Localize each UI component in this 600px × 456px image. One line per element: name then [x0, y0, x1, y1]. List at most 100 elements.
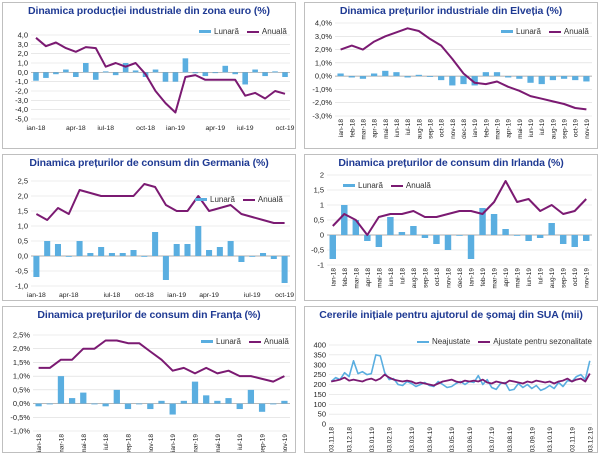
bar-monthly: [54, 244, 62, 256]
bar-monthly: [493, 72, 501, 77]
x-tick-label: aug-18: [411, 268, 418, 289]
bar-monthly: [467, 235, 475, 259]
x-tick-label: iul-18: [103, 434, 110, 450]
x-tick-label: apr-18: [66, 125, 86, 132]
bar-monthly: [130, 250, 137, 256]
bar-monthly: [525, 235, 532, 241]
y-tick-label: 1,5: [18, 207, 28, 216]
bar-monthly: [53, 72, 59, 75]
x-tick-label: mai-19: [517, 119, 524, 139]
bar-monthly: [505, 76, 512, 78]
bar-monthly: [222, 65, 229, 73]
line-annual: [35, 37, 286, 114]
bar-monthly: [364, 235, 371, 241]
bar-monthly: [147, 403, 154, 410]
legend-label-annual: Anuală: [263, 337, 289, 346]
bar-monthly: [108, 253, 115, 256]
x-tick-label: 03.03.19: [409, 427, 416, 452]
bar-monthly: [236, 403, 243, 410]
legend-label-monthly: Lunară: [516, 27, 541, 36]
line-unadjusted: [330, 354, 591, 392]
x-tick-label: iun-19: [528, 119, 535, 137]
bar-monthly: [124, 403, 132, 410]
x-tick-label: ian-19: [170, 434, 177, 452]
x-tick-label: oct-19: [573, 119, 580, 137]
x-tick-label: 03.05.19: [449, 427, 456, 452]
bar-monthly: [247, 389, 255, 404]
x-tick-label: nov-18: [445, 268, 452, 288]
x-tick-label: feb-18: [349, 119, 356, 138]
bar-monthly: [102, 71, 109, 73]
bar-monthly: [80, 392, 87, 404]
bar-monthly: [152, 232, 159, 256]
bar-monthly: [212, 72, 219, 74]
y-tick-label: -5,0: [15, 115, 28, 124]
x-tick-label: feb-19: [483, 119, 490, 138]
chart-legend: Lunară Anuală: [501, 27, 589, 36]
bar-monthly: [232, 72, 239, 75]
x-tick-label: apr-18: [59, 292, 79, 299]
y-tick-label: 1,5: [314, 186, 324, 195]
x-tick-label: sep-18: [422, 268, 429, 288]
bar-monthly: [421, 235, 429, 238]
legend-line-swatch: [478, 340, 491, 343]
x-tick-label: apr-18: [372, 119, 379, 138]
legend-item-adjusted: Ajustate pentru sezonalitate: [478, 337, 592, 346]
x-tick-label: mai-18: [383, 119, 390, 139]
bar-monthly: [258, 403, 266, 412]
x-tick-label: iul-19: [244, 292, 261, 299]
bar-monthly: [281, 256, 288, 283]
x-tick-label: apr-19: [205, 125, 225, 132]
chart-title: Dinamica prețurilor de consum din German…: [29, 157, 269, 169]
y-tick-label: 3,0%: [315, 32, 332, 41]
y-tick-label: 3,0: [18, 40, 28, 49]
legend-item-unadjusted: Neajustate: [417, 337, 470, 346]
x-tick-label: 03.04.19: [427, 427, 434, 452]
bar-monthly: [549, 76, 557, 81]
bar-monthly: [214, 400, 221, 404]
x-tick-label: 03.11.19: [569, 427, 576, 452]
x-tick-label: sep-18: [125, 434, 132, 452]
bar-monthly: [449, 76, 456, 86]
y-tick-label: 1,0: [18, 222, 28, 231]
y-tick-label: -1,0: [15, 282, 28, 291]
x-tick-label: oct-18: [136, 125, 155, 132]
bar-monthly: [516, 76, 523, 79]
y-tick-label: 0,0: [18, 68, 28, 77]
x-tick-label: mar-19: [492, 268, 499, 289]
bar-monthly: [490, 214, 498, 235]
bar-monthly: [352, 220, 360, 235]
bar-monthly: [272, 71, 278, 73]
y-tick-label: 4,0%: [315, 19, 332, 28]
bar-monthly: [270, 403, 277, 405]
bar-monthly: [91, 403, 98, 405]
bar-monthly: [410, 226, 417, 235]
x-tick-label: ian-19: [166, 125, 185, 132]
bar-monthly: [252, 69, 258, 73]
legend-bar-swatch: [195, 198, 207, 201]
y-tick-label: 4,0: [18, 31, 28, 40]
bar-monthly: [113, 389, 120, 404]
legend-label-monthly: Lunară: [210, 195, 235, 204]
bar-monthly: [559, 235, 567, 244]
bar-monthly: [281, 400, 288, 404]
bar-monthly: [282, 72, 288, 77]
chart-ireland-cpi: 2 1,5 1 0,5 0 -0,5 -1 ian-18 feb-18 mar-18 apr-18 m…: [311, 171, 592, 289]
x-tick-label: mar-18: [360, 119, 367, 140]
chart-title: Dinamica producției industriale din zona…: [28, 5, 270, 17]
chart-panel-swiss-industrial-prices: Dinamica prețurilor industriale din Elve…: [304, 2, 598, 149]
bar-monthly: [82, 63, 89, 73]
x-tick-label: oct-19: [275, 292, 294, 299]
bar-monthly: [206, 250, 213, 256]
x-tick-label: ian-18: [27, 125, 46, 132]
bar-monthly: [456, 235, 463, 236]
x-tick-label: mai-19: [515, 268, 522, 288]
bar-monthly: [444, 235, 452, 250]
x-tick-label: iul-18: [104, 292, 121, 299]
y-tick-label: 1,5%: [13, 358, 30, 367]
bar-monthly: [337, 73, 344, 77]
legend-label-unadjusted: Neajustate: [432, 337, 471, 346]
x-tick-label: aug-19: [549, 268, 556, 289]
x-tick-label: nov-18: [450, 119, 457, 139]
